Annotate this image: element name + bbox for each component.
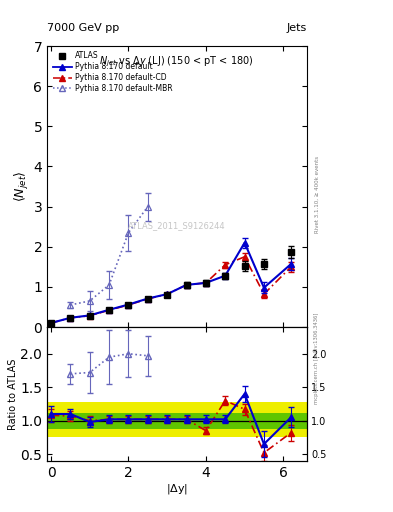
Text: Jets: Jets (286, 23, 307, 33)
X-axis label: |$\Delta$y|: |$\Delta$y| (166, 482, 188, 497)
Y-axis label: $\langle N_{jet}\rangle$: $\langle N_{jet}\rangle$ (13, 171, 31, 202)
Text: ATLAS_2011_S9126244: ATLAS_2011_S9126244 (128, 221, 226, 230)
Text: mcplots.cern.ch [arXiv:1306.3436]: mcplots.cern.ch [arXiv:1306.3436] (314, 313, 320, 404)
Legend: ATLAS, Pythia 8.170 default, Pythia 8.170 default-CD, Pythia 8.170 default-MBR: ATLAS, Pythia 8.170 default, Pythia 8.17… (51, 50, 174, 95)
Text: Rivet 3.1.10, ≥ 400k events: Rivet 3.1.10, ≥ 400k events (314, 156, 320, 233)
Y-axis label: Ratio to ATLAS: Ratio to ATLAS (7, 358, 18, 430)
Text: 7000 GeV pp: 7000 GeV pp (47, 23, 119, 33)
Text: $N_{jet}$ vs $\Delta y$ (LJ) (150 < pT < 180): $N_{jet}$ vs $\Delta y$ (LJ) (150 < pT <… (99, 54, 254, 69)
